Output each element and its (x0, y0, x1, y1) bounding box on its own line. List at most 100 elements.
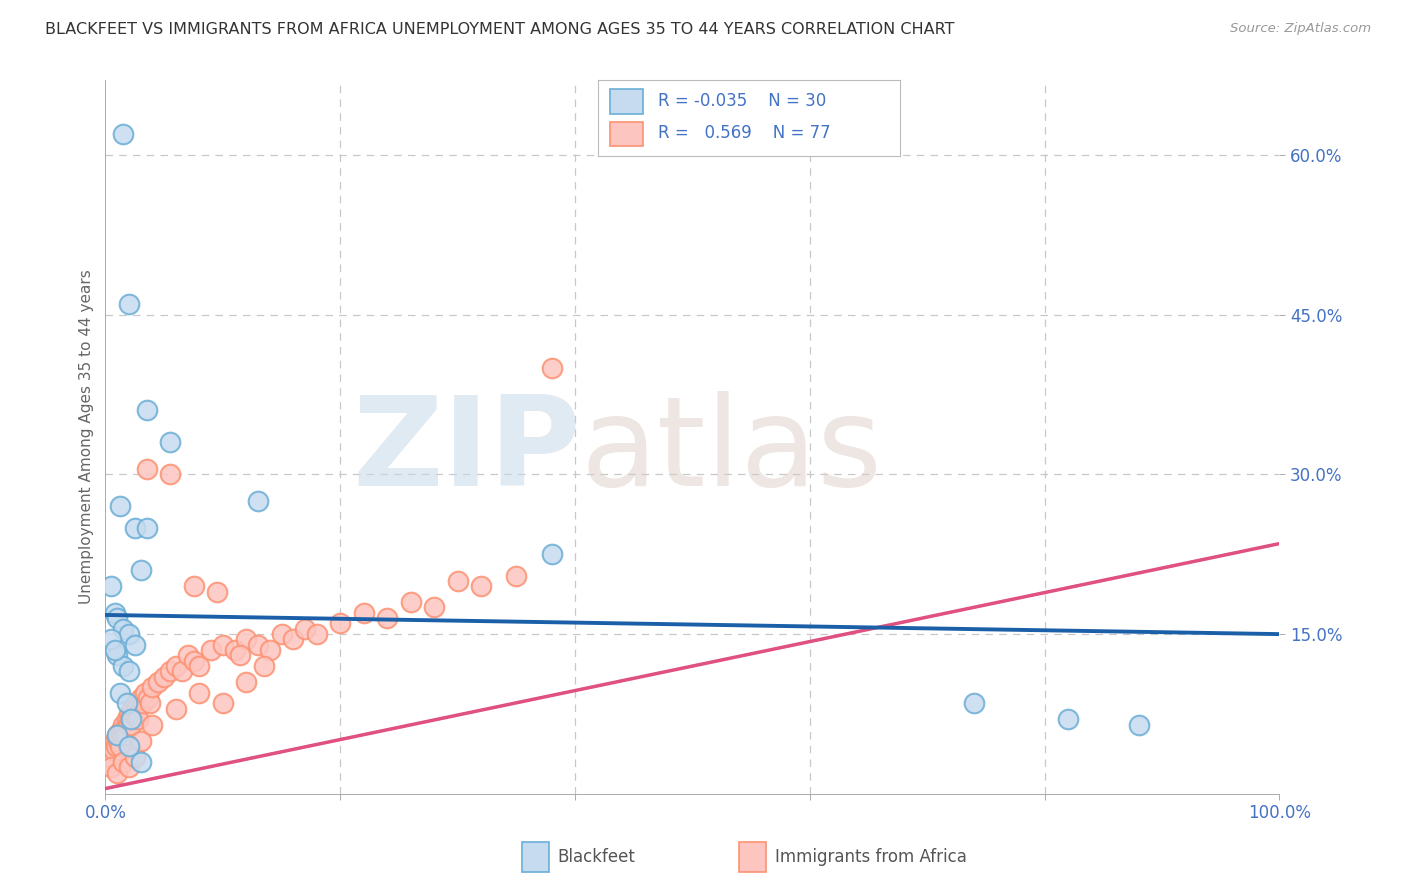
Point (100, 579, 122, 593)
Point (159, 665, 181, 679)
Point (118, 297, 141, 311)
Bar (610, 122, 643, 146)
Point (122, 706, 145, 721)
Text: Immigrants from Africa: Immigrants from Africa (775, 847, 966, 865)
Point (105, 765, 128, 780)
Text: Source: ZipAtlas.com: Source: ZipAtlas.com (1230, 22, 1371, 36)
Point (112, 622, 135, 636)
Point (170, 665, 193, 679)
Point (188, 686, 211, 700)
Point (124, 520, 146, 534)
Point (125, 701, 148, 715)
Point (110, 723, 132, 737)
Bar (740, 842, 766, 872)
Point (1057, 712, 1080, 726)
Point (104, 606, 127, 620)
Point (294, 622, 316, 636)
Point (375, 611, 398, 625)
Bar (522, 842, 550, 872)
Point (505, 568, 527, 582)
Point (235, 675, 257, 690)
Point (153, 670, 176, 684)
Text: atlas: atlas (581, 391, 883, 512)
Point (105, 728, 128, 742)
Point (124, 697, 146, 711)
Point (129, 755, 152, 769)
Point (423, 600, 446, 615)
Point (134, 686, 156, 700)
Point (283, 632, 305, 647)
Point (108, 739, 131, 753)
Point (159, 435, 181, 450)
Text: R =   0.569    N = 77: R = 0.569 N = 77 (658, 124, 831, 143)
Point (165, 659, 187, 673)
Point (259, 643, 281, 657)
Point (470, 579, 492, 593)
Point (98, 744, 121, 758)
Point (353, 606, 375, 620)
Point (104, 643, 127, 657)
Point (127, 706, 149, 721)
Point (104, 733, 127, 747)
Point (139, 697, 162, 711)
Point (111, 728, 134, 742)
Point (176, 648, 198, 663)
Point (148, 675, 170, 690)
Point (540, 547, 562, 561)
Point (135, 520, 157, 534)
Point (103, 744, 125, 758)
Point (114, 728, 136, 742)
Point (118, 739, 141, 753)
Point (329, 616, 352, 631)
Point (112, 659, 135, 673)
Point (129, 563, 152, 577)
Point (188, 659, 211, 673)
Point (141, 717, 163, 731)
Point (98, 755, 121, 769)
Point (129, 691, 152, 706)
Point (101, 739, 124, 753)
Text: R = -0.035    N = 30: R = -0.035 N = 30 (658, 92, 827, 110)
Point (132, 697, 155, 711)
Point (270, 627, 292, 641)
Point (135, 462, 157, 476)
Point (183, 579, 205, 593)
Point (108, 686, 131, 700)
Point (540, 360, 562, 375)
Point (105, 728, 128, 742)
Text: BLACKFEET VS IMMIGRANTS FROM AFRICA UNEMPLOYMENT AMONG AGES 35 TO 44 YEARS CORRE: BLACKFEET VS IMMIGRANTS FROM AFRICA UNEM… (45, 22, 955, 37)
Point (115, 712, 138, 726)
Point (235, 632, 257, 647)
Point (253, 659, 276, 673)
Point (183, 654, 205, 668)
Point (120, 712, 142, 726)
Point (112, 127, 135, 141)
Point (105, 739, 128, 753)
Point (120, 712, 142, 726)
Point (97, 749, 120, 764)
Point (118, 627, 141, 641)
Point (124, 638, 146, 652)
Point (100, 632, 122, 647)
Point (112, 723, 135, 737)
Point (105, 648, 128, 663)
Point (1128, 717, 1150, 731)
Point (963, 697, 986, 711)
Point (121, 701, 143, 715)
Point (447, 574, 470, 588)
Point (118, 706, 141, 721)
Bar (610, 89, 643, 113)
Point (205, 584, 228, 599)
Point (107, 733, 129, 747)
Point (200, 643, 222, 657)
Point (247, 494, 270, 508)
Point (165, 701, 187, 715)
Point (118, 760, 141, 774)
Point (305, 627, 328, 641)
Point (159, 467, 181, 482)
Point (141, 681, 163, 695)
Point (224, 643, 246, 657)
Point (129, 733, 152, 747)
Point (105, 611, 128, 625)
Point (120, 717, 142, 731)
